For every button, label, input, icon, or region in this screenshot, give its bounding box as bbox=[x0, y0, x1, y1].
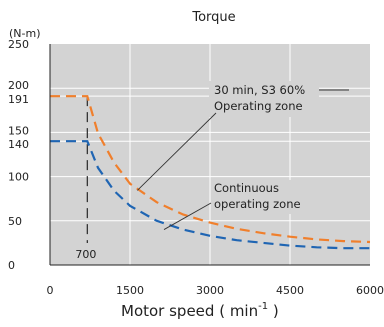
chart-title: Torque bbox=[191, 10, 235, 25]
y-tick-label-0: 0 bbox=[8, 259, 15, 272]
y-tick-label-7: 250 bbox=[8, 38, 29, 51]
x-tick-label-3: 4500 bbox=[276, 284, 304, 297]
annotation-0-leader bbox=[137, 112, 217, 191]
series-1-line bbox=[50, 140, 370, 250]
annotation-0-bg bbox=[209, 81, 319, 117]
x-tick-label-1: 1500 bbox=[116, 284, 144, 297]
annotation-1-leader bbox=[163, 202, 212, 230]
speed-marker: 700 bbox=[75, 96, 96, 261]
x-axis-label-sup: -1 bbox=[258, 301, 268, 312]
curves bbox=[50, 95, 371, 250]
annotation-1-line-1: operating zone bbox=[214, 197, 301, 211]
x-tick-label-0: 0 bbox=[47, 284, 54, 297]
x-axis-label: Motor speed ( min-1 ) bbox=[121, 301, 279, 320]
annotation-1-line-0: Continuous bbox=[214, 181, 279, 195]
y-tick-label-1: 50 bbox=[8, 215, 22, 228]
annotation-1-bg bbox=[211, 180, 319, 214]
annotation-0-line-1: Operating zone bbox=[214, 99, 303, 113]
series-0-line bbox=[50, 95, 371, 244]
speed-marker-label: 700 bbox=[75, 248, 96, 261]
y-tick-label-4: 150 bbox=[8, 124, 29, 137]
annotations: 30 min, S3 60% Operating zone Continuous op… bbox=[137, 81, 349, 230]
grid-lines bbox=[50, 44, 370, 265]
annotation-0-line-0: 30 min, S3 60% bbox=[214, 83, 305, 97]
x-axis-label-main: Motor speed ( min bbox=[121, 302, 258, 320]
x-tick-label-4: 6000 bbox=[356, 284, 384, 297]
x-axis-label-end: ) bbox=[268, 302, 279, 320]
y-axis-label: (N-m) bbox=[9, 27, 41, 40]
y-tick-label-2: 100 bbox=[8, 171, 29, 184]
y-tick-label-6: 200 bbox=[8, 79, 29, 92]
x-tick-label-2: 3000 bbox=[196, 284, 224, 297]
y-tick-label-5: 191 bbox=[8, 93, 29, 106]
y-tick-label-3: 140 bbox=[8, 138, 29, 151]
